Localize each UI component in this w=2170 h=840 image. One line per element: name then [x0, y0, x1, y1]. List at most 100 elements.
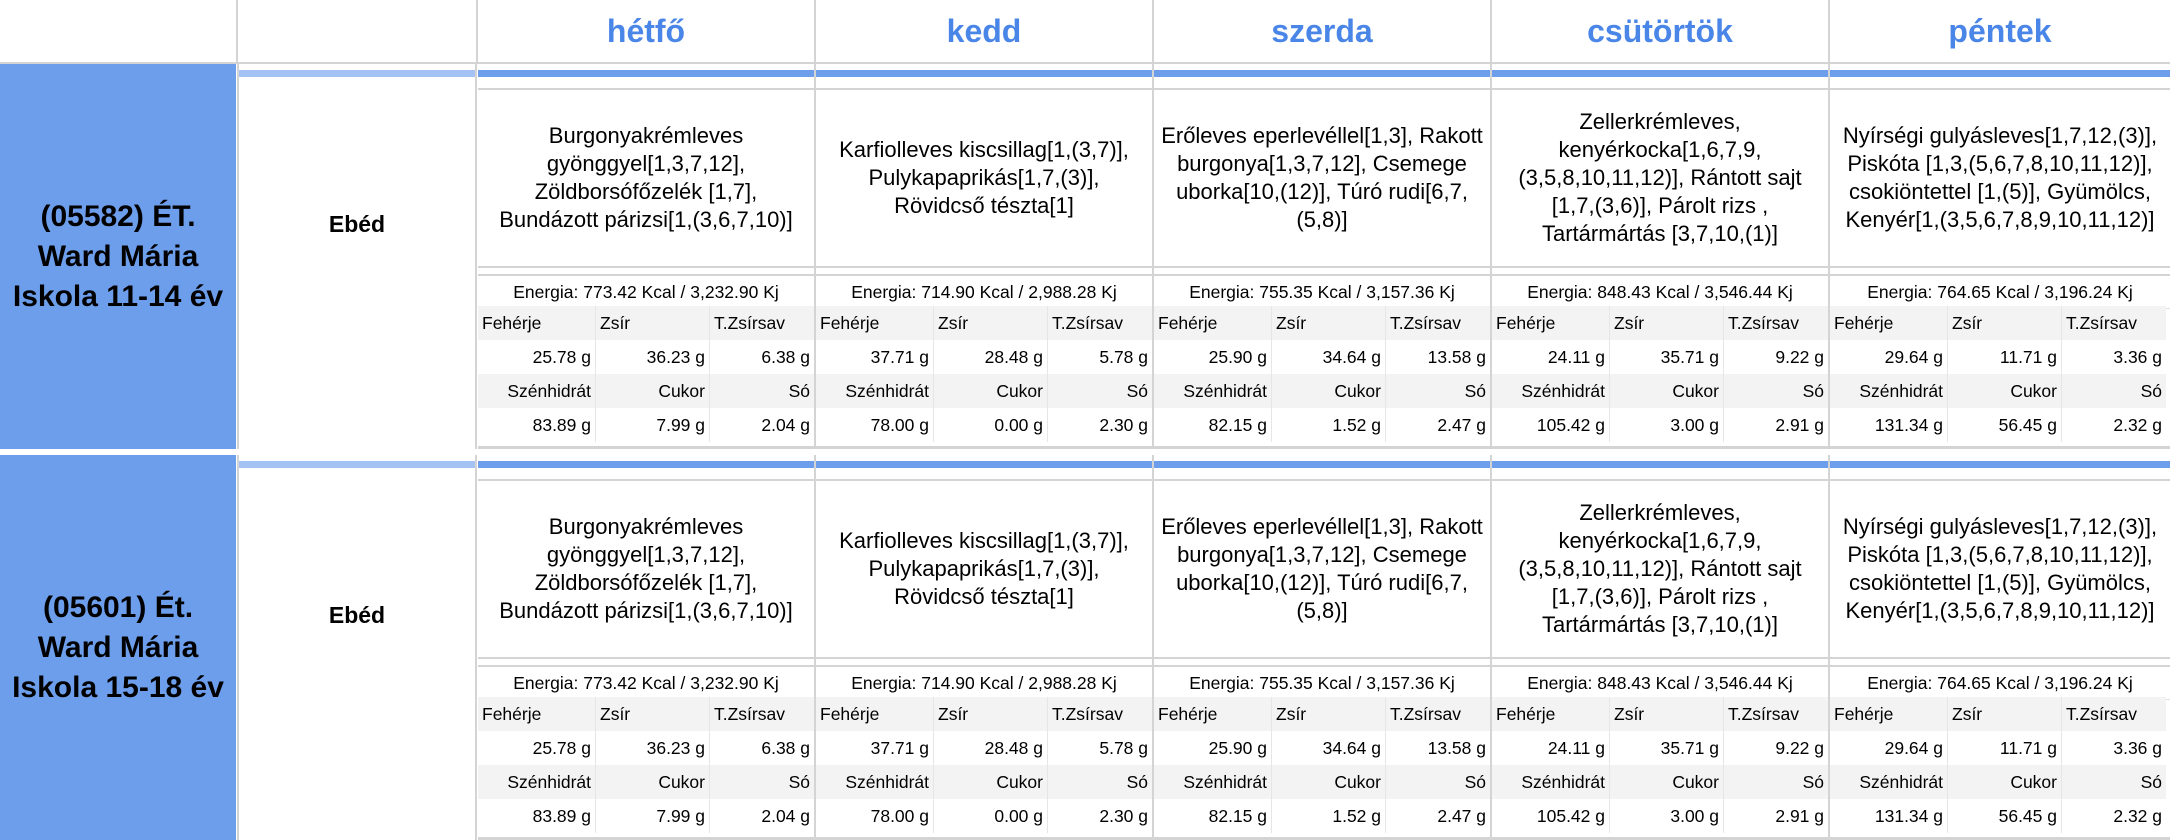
fat-value: 36.23 g [596, 340, 710, 374]
menu-text: Nyírségi gulyásleves[1,7,12,(3)], Piskót… [1830, 88, 2170, 268]
sat-fat-label: T.Zsírsav [2062, 697, 2166, 731]
day-divider-bar [1154, 461, 1490, 468]
protein-value: 24.11 g [1492, 731, 1610, 765]
sugar-label: Cukor [1610, 374, 1724, 408]
fat-value: 35.71 g [1610, 340, 1724, 374]
sugar-label: Cukor [1272, 765, 1386, 799]
protein-value: 25.90 g [1154, 340, 1272, 374]
fat-label: Zsír [1610, 697, 1724, 731]
protein-label: Fehérje [1154, 697, 1272, 731]
nutrient-value-row: 105.42 g 3.00 g 2.91 g [1492, 799, 1828, 833]
energy-value: Energia: 773.42 Kcal / 3,232.90 Kj [478, 274, 814, 309]
nutrient-label-row: Szénhidrát Cukor Só [1492, 374, 1828, 408]
nutrient-label-row: Fehérje Zsír T.Zsírsav [1830, 697, 2170, 731]
protein-label: Fehérje [816, 306, 934, 340]
day-header-row: hétfő kedd szerda csütörtök péntek [0, 0, 2170, 62]
day-divider-bar [478, 461, 814, 468]
sugar-value: 0.00 g [934, 799, 1048, 833]
day-menu-cell: Zellerkrémleves, kenyérkocka[1,6,7,9,(3,… [1492, 64, 1830, 449]
row-divider [1492, 446, 1828, 449]
salt-label: Só [710, 765, 814, 799]
meal-divider-bar [239, 461, 475, 468]
protein-value: 24.11 g [1492, 340, 1610, 374]
school-group-name: (05582) ÉT. Ward Mária Iskola 11-14 év [0, 64, 236, 449]
menu-text: Zellerkrémleves, kenyérkocka[1,6,7,9,(3,… [1492, 479, 1828, 659]
fat-label: Zsír [1610, 306, 1724, 340]
nutrient-value-row: 83.89 g 7.99 g 2.04 g [478, 799, 814, 833]
day-menu-cell: Nyírségi gulyásleves[1,7,12,(3)], Piskót… [1830, 64, 2170, 449]
energy-value: Energia: 773.42 Kcal / 3,232.90 Kj [478, 665, 814, 700]
nutrient-value-row: 131.34 g 56.45 g 2.32 g [1830, 799, 2170, 833]
salt-value: 2.04 g [761, 805, 810, 826]
menu-text: Burgonyakrémleves gyönggyel[1,3,7,12], Z… [478, 479, 814, 659]
energy-value: Energia: 764.65 Kcal / 3,196.24 Kj [1830, 665, 2170, 700]
fat-label: Zsír [596, 697, 710, 731]
meal-column: Ebéd [237, 455, 477, 840]
nutrient-label-row: Fehérje Zsír T.Zsírsav [1154, 306, 1490, 340]
sugar-label: Cukor [596, 374, 710, 408]
nutrient-label-row: Szénhidrát Cukor Só [1154, 765, 1490, 799]
salt-label: Só [1724, 765, 1828, 799]
salt-label: Só [1048, 374, 1152, 408]
sugar-value: 1.52 g [1272, 408, 1386, 442]
sat-fat-label: T.Zsírsav [1048, 697, 1152, 731]
menu-text: Burgonyakrémleves gyönggyel[1,3,7,12], Z… [478, 88, 814, 268]
nutrient-value-row: 83.89 g 7.99 g 2.04 g [478, 408, 814, 442]
protein-label: Fehérje [1492, 306, 1610, 340]
sugar-label: Cukor [1272, 374, 1386, 408]
carbs-label: Szénhidrát [1492, 765, 1610, 799]
menu-text: Nyírségi gulyásleves[1,7,12,(3)], Piskót… [1830, 479, 2170, 659]
nutrient-value-row: 37.71 g 28.48 g 5.78 g [816, 340, 1152, 374]
day-divider-bar [1830, 70, 2170, 77]
salt-value: 2.04 g [761, 414, 810, 435]
energy-value: Energia: 755.35 Kcal / 3,157.36 Kj [1154, 274, 1490, 309]
row-divider [478, 446, 814, 449]
nutrient-value-row: 25.78 g 36.23 g 6.38 g [478, 340, 814, 374]
day-menu-cell: Karfiolleves kiscsillag[1,(3,7)], Pulyka… [816, 455, 1154, 840]
menu-text: Zellerkrémleves, kenyérkocka[1,6,7,9,(3,… [1492, 88, 1828, 268]
meal-column-header [238, 0, 478, 62]
fat-label: Zsír [934, 306, 1048, 340]
protein-label: Fehérje [478, 697, 596, 731]
nutrient-label-row: Fehérje Zsír T.Zsírsav [1492, 697, 1828, 731]
salt-label: Só [1386, 374, 1490, 408]
day-divider-bar [1492, 70, 1828, 77]
header-divider [0, 62, 2170, 64]
fat-value: 28.48 g [934, 340, 1048, 374]
fat-label: Zsír [596, 306, 710, 340]
sugar-value: 7.99 g [596, 799, 710, 833]
sat-fat-value: 13.58 g [1427, 737, 1486, 758]
nutrient-value-row: 25.78 g 36.23 g 6.38 g [478, 731, 814, 765]
energy-value: Energia: 714.90 Kcal / 2,988.28 Kj [816, 665, 1152, 700]
day-menu-cell: Zellerkrémleves, kenyérkocka[1,6,7,9,(3,… [1492, 455, 1830, 840]
protein-value: 37.71 g [816, 340, 934, 374]
salt-value: 2.91 g [1775, 414, 1824, 435]
carbs-value: 131.34 g [1830, 408, 1948, 442]
sat-fat-label: T.Zsírsav [1386, 697, 1490, 731]
sugar-label: Cukor [934, 765, 1048, 799]
day-header-tuesday: kedd [816, 0, 1154, 62]
fat-label: Zsír [1272, 697, 1386, 731]
carbs-value: 78.00 g [816, 799, 934, 833]
nutrient-value-row: 78.00 g 0.00 g 2.30 g [816, 799, 1152, 833]
sugar-value: 0.00 g [934, 408, 1048, 442]
salt-label: Só [710, 374, 814, 408]
salt-value: 2.32 g [2113, 414, 2162, 435]
row-divider [1830, 446, 2170, 449]
energy-value: Energia: 764.65 Kcal / 3,196.24 Kj [1830, 274, 2170, 309]
sugar-value: 56.45 g [1948, 799, 2062, 833]
sugar-value: 3.00 g [1610, 799, 1724, 833]
energy-value: Energia: 848.43 Kcal / 3,546.44 Kj [1492, 274, 1828, 309]
day-divider-bar [816, 70, 1152, 77]
carbs-label: Szénhidrát [1154, 765, 1272, 799]
sat-fat-value: 3.36 g [2113, 346, 2162, 367]
fat-value: 11.71 g [1948, 731, 2062, 765]
sat-fat-value: 3.36 g [2113, 737, 2162, 758]
carbs-label: Szénhidrát [816, 374, 934, 408]
sat-fat-value: 9.22 g [1775, 737, 1824, 758]
menu-text: Erőleves eperlevéllel[1,3], Rakott burgo… [1154, 479, 1490, 659]
menu-text: Erőleves eperlevéllel[1,3], Rakott burgo… [1154, 88, 1490, 268]
meal-column: Ebéd [237, 64, 477, 449]
day-divider-bar [1492, 461, 1828, 468]
nutrient-label-row: Szénhidrát Cukor Só [1492, 765, 1828, 799]
